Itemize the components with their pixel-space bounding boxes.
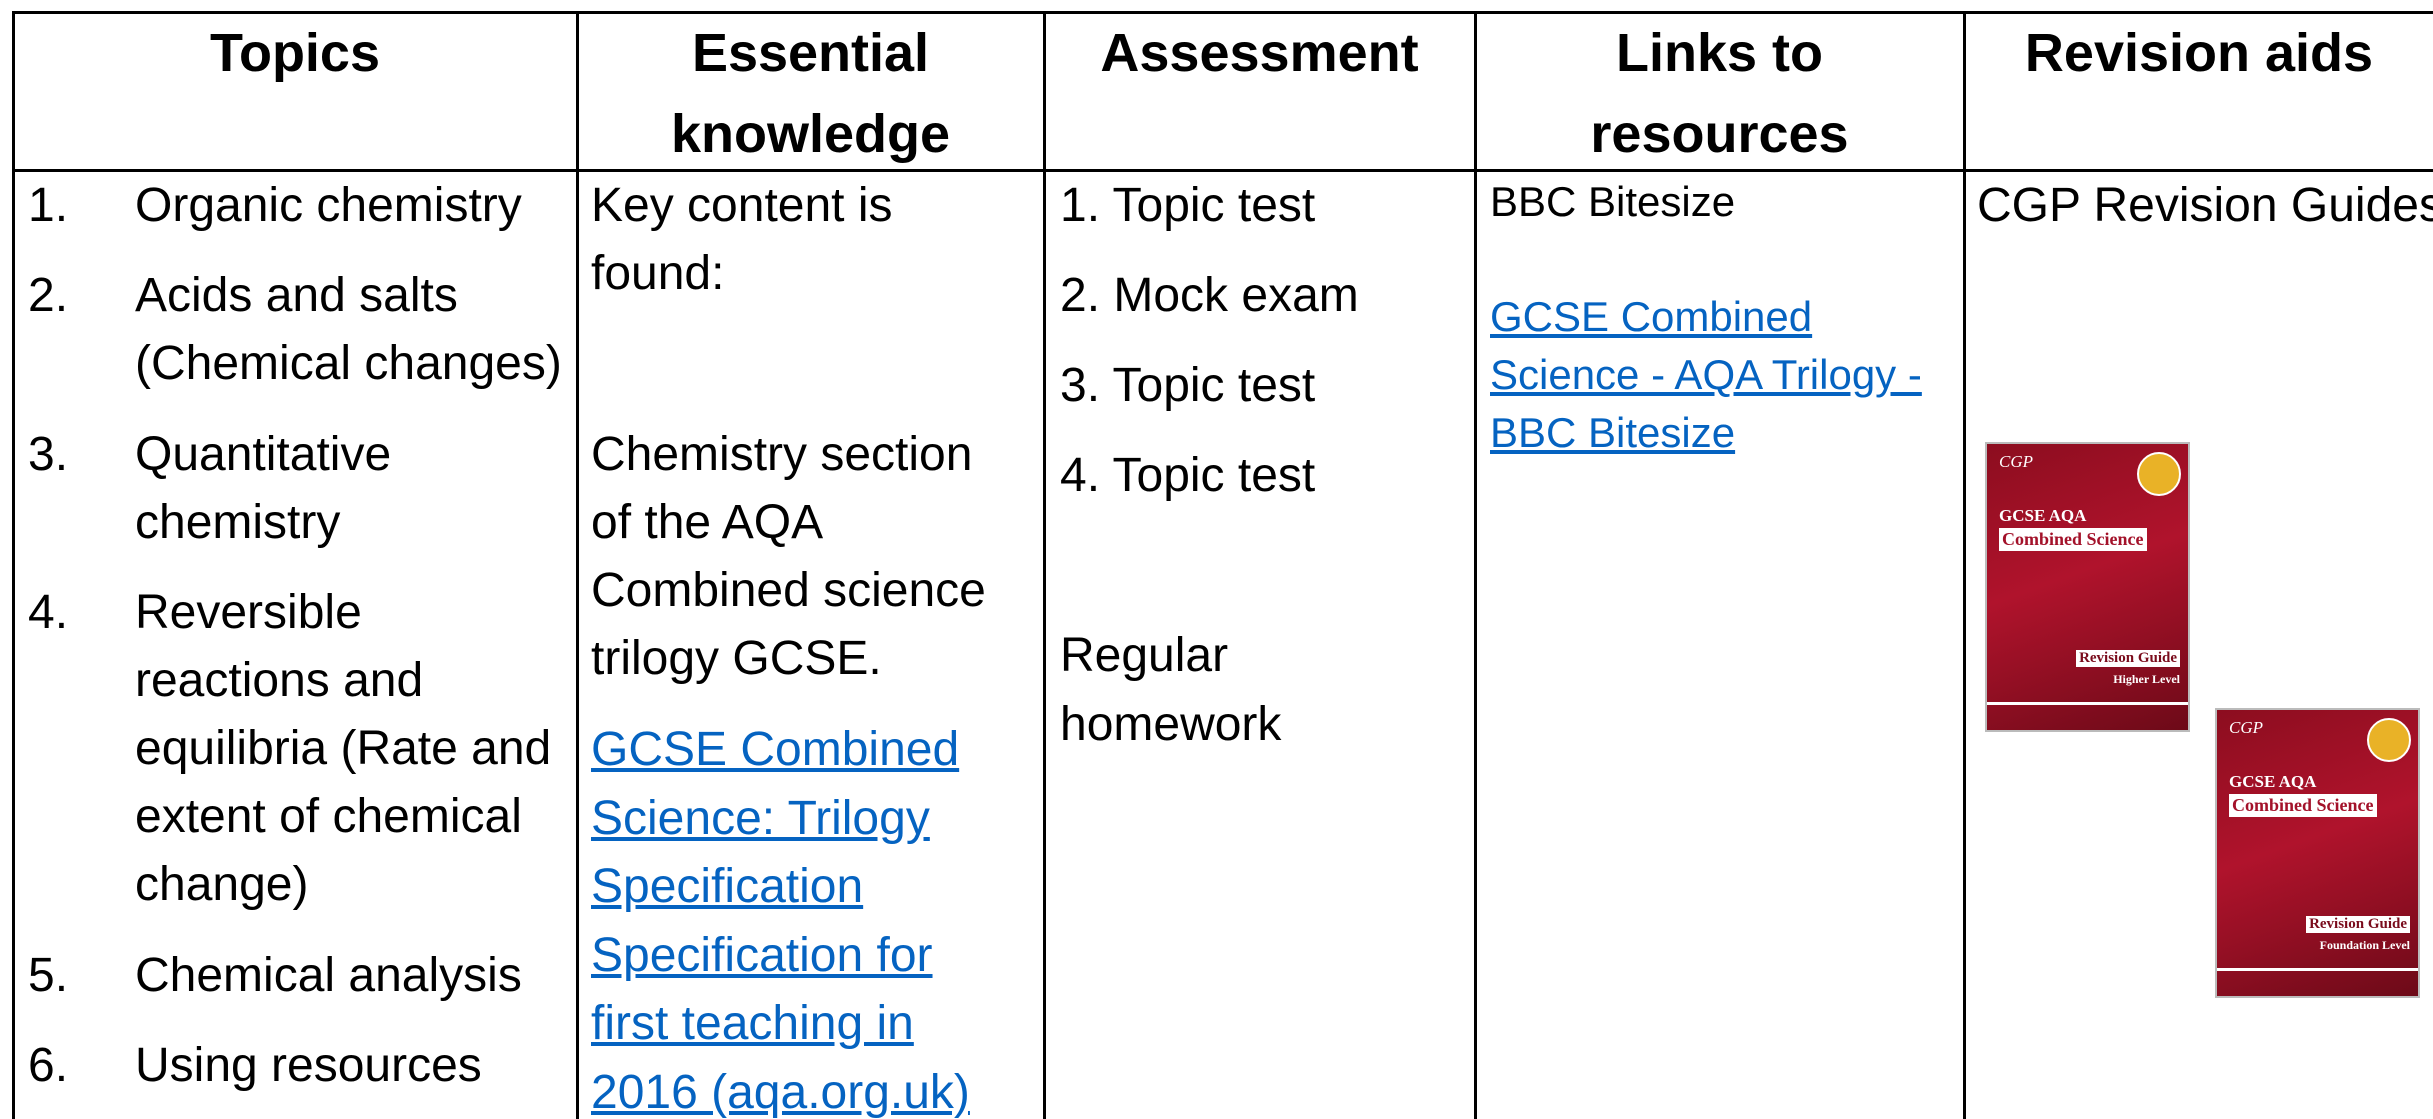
assessment-text: Regular (1060, 629, 1229, 682)
book-subject: Combined Science (1999, 528, 2147, 551)
row-rule (12, 11, 2433, 14)
column-header: Essential (691, 23, 930, 83)
column-rule (1043, 11, 1046, 1119)
topic-text: extent of chemical (135, 790, 522, 843)
book-brand: CGP (1999, 452, 2033, 471)
column-header: Assessment (1100, 23, 1419, 83)
revision-label: CGP Revision Guides (1977, 179, 2433, 232)
book-level: Higher Level (2113, 672, 2180, 686)
bitesize-link[interactable]: GCSE Combined (1490, 293, 1813, 340)
topic-number: 5. (28, 949, 69, 1002)
book-subject: Combined Science (2229, 794, 2377, 817)
column-rule (1963, 11, 1966, 1119)
topic-text: Reversible (135, 586, 362, 639)
spec-link[interactable]: 2016 (aqa.org.uk) (591, 1065, 970, 1119)
book-stripe (1987, 702, 2188, 705)
topic-text: equilibria (Rate and (135, 722, 552, 775)
assessment-item: 2. Mock exam (1060, 269, 1359, 322)
book-exam: GCSE AQA (2229, 772, 2317, 791)
topic-number: 4. (28, 586, 69, 639)
topic-number: 1. (28, 179, 69, 232)
book-logo (2137, 452, 2181, 496)
book-stripe (2217, 968, 2418, 971)
topic-number: 3. (28, 428, 69, 481)
essential-text: Combined science (591, 564, 986, 617)
essential-text: of the AQA (591, 496, 824, 549)
book-logo (2367, 718, 2411, 762)
book-exam: GCSE AQA (1999, 506, 2087, 525)
spec-link[interactable]: Science: Trilogy (591, 791, 930, 845)
assessment-text: homework (1060, 698, 1282, 751)
topic-text: Acids and salts (135, 269, 458, 322)
topic-text: Chemical analysis (135, 949, 522, 1002)
bitesize-link[interactable]: BBC Bitesize (1490, 409, 1736, 456)
topic-text: Using resources (135, 1039, 482, 1092)
assessment-item: 3. Topic test (1060, 359, 1316, 412)
links-label: BBC Bitesize (1490, 178, 1736, 225)
spec-link[interactable]: first teaching in (591, 997, 914, 1050)
topic-text: Quantitative (135, 428, 392, 481)
topic-text: reactions and (135, 654, 424, 707)
book-cover: CGP GCSE AQA Combined Science Revision Guid… (1985, 442, 2190, 732)
book-brand: CGP (2229, 718, 2263, 737)
topic-text: chemistry (135, 496, 341, 549)
column-header: Topics (209, 23, 380, 83)
topic-text: Organic chemistry (135, 179, 522, 232)
assessment-item: 1. Topic test (1060, 179, 1316, 232)
book-guide: Revision Guide (2076, 650, 2180, 667)
topic-number: 6. (28, 1039, 69, 1092)
column-rule (576, 11, 579, 1119)
spec-link[interactable]: Specification for (591, 928, 933, 982)
column-header: resources (1590, 104, 1849, 164)
column-header: Revision aids (2024, 23, 2374, 83)
book-cover: CGP GCSE AQA Combined Science Revision Guid… (2215, 708, 2420, 998)
essential-text: found: (591, 247, 725, 300)
essential-text: trilogy GCSE. (591, 632, 882, 685)
book-level: Foundation Level (2319, 938, 2410, 952)
book-guide: Revision Guide (2306, 916, 2410, 933)
assessment-item: 4. Topic test (1060, 449, 1316, 502)
essential-text: Chemistry section (591, 428, 973, 481)
column-header: Links to (1615, 23, 1823, 83)
row-rule (12, 169, 2433, 172)
bitesize-link[interactable]: Science - AQA Trilogy - (1490, 351, 1922, 398)
topic-text: (Chemical changes) (135, 337, 562, 390)
spec-link[interactable]: GCSE Combined (591, 723, 960, 776)
column-rule (12, 11, 15, 1119)
column-rule (1474, 11, 1477, 1119)
topic-text: change) (135, 858, 309, 911)
topic-number: 2. (28, 269, 69, 322)
spec-link[interactable]: Specification (591, 860, 864, 913)
essential-text: Key content is (591, 179, 893, 232)
column-header: knowledge (670, 104, 951, 164)
